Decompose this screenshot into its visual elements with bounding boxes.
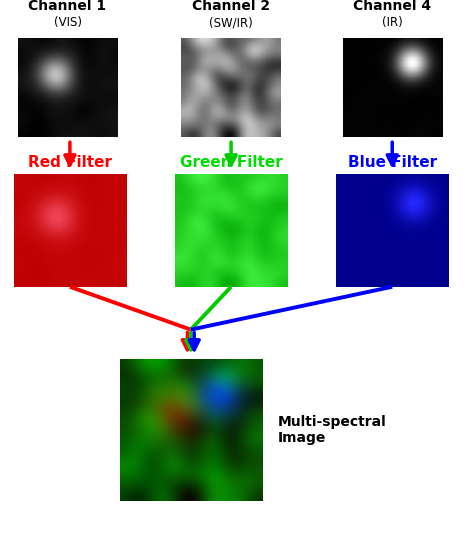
Text: Multi-spectral
Image: Multi-spectral Image: [277, 415, 386, 445]
Text: Channel 2: Channel 2: [192, 0, 270, 13]
Text: Red Filter: Red Filter: [28, 155, 112, 170]
Text: (SW/IR): (SW/IR): [209, 17, 253, 29]
Text: (IR): (IR): [382, 17, 402, 29]
Text: Channel 1: Channel 1: [28, 0, 107, 13]
Text: Blue Filter: Blue Filter: [347, 155, 437, 170]
Text: (VIS): (VIS): [54, 17, 82, 29]
Text: Channel 4: Channel 4: [353, 0, 431, 13]
Text: Green Filter: Green Filter: [180, 155, 283, 170]
